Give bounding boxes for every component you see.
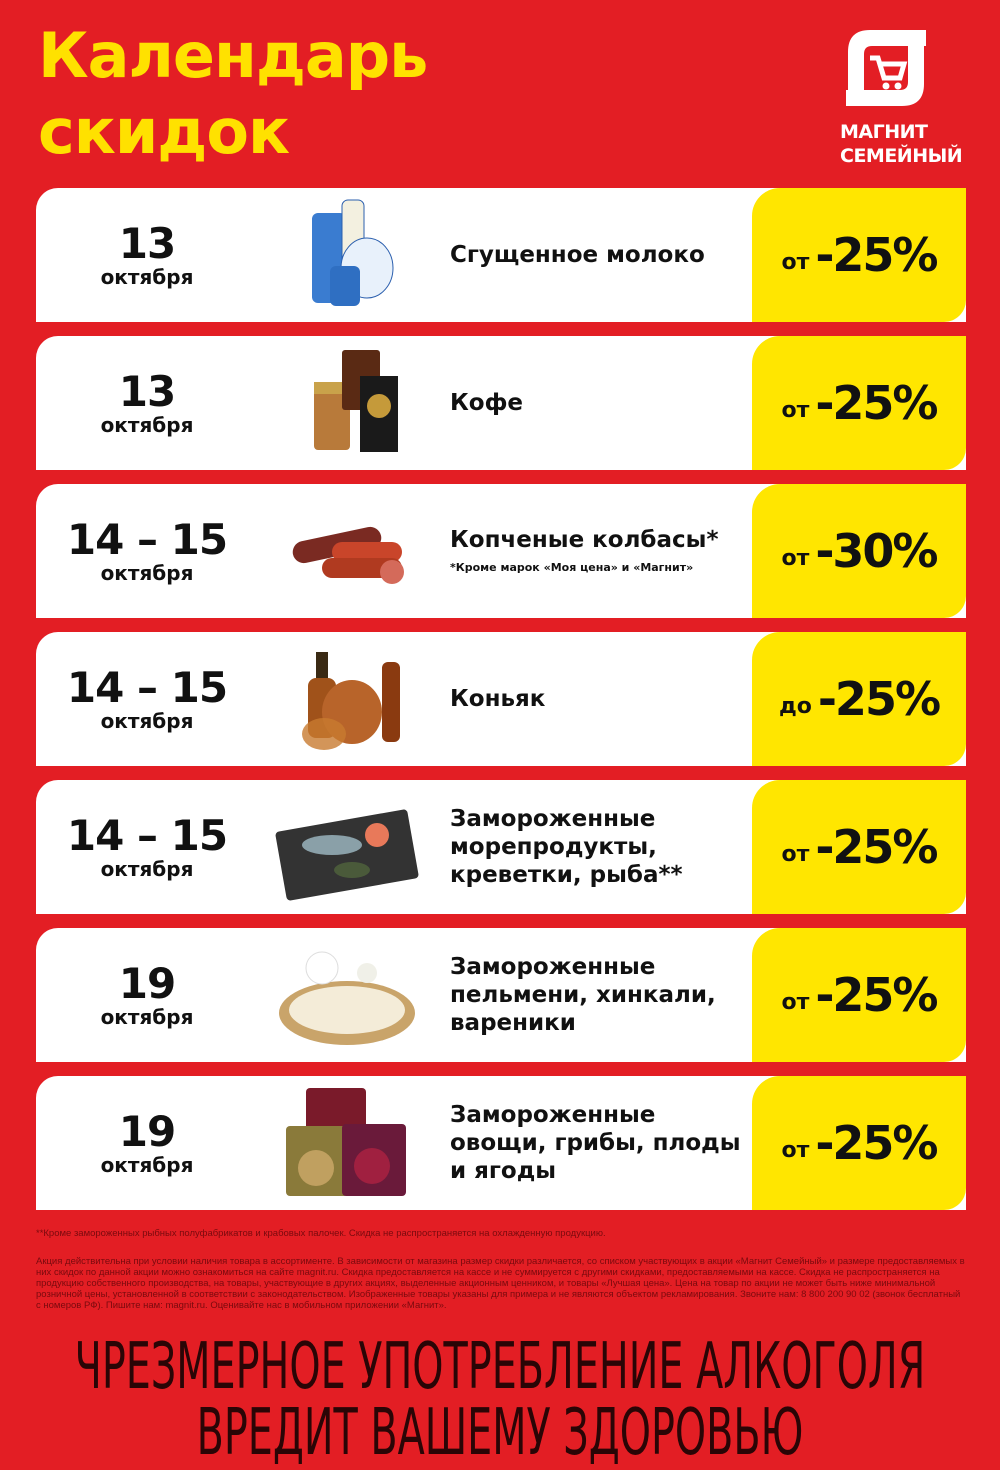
frozen-vegetables-image — [286, 1088, 406, 1196]
logo-text-1: МАГНИТ — [840, 121, 928, 143]
product-name-text: Замороженные овощи, грибы, плоды и ягоды — [450, 1102, 741, 1184]
promo-month: октября — [100, 857, 194, 881]
discount-value: -25% — [815, 376, 938, 430]
promo-month: октября — [100, 265, 194, 289]
promo-day: 14 – 15 — [66, 663, 228, 712]
title-line-2: скидок — [38, 95, 290, 168]
promo-date: 13 октября — [36, 188, 258, 322]
discount-prefix: от — [781, 545, 810, 571]
product-name-text: Коньяк — [450, 686, 546, 712]
health-warning-line-1: ЧРЕЗМЕРНОЕ УПОТРЕБЛЕНИЕ АЛКОГОЛЯ — [74, 1330, 926, 1404]
promo-date: 19 октября — [36, 928, 258, 1062]
promo-date: 19 октября — [36, 1076, 258, 1210]
discount-value: -25% — [815, 820, 938, 874]
seafood-image — [275, 809, 419, 901]
promo-day: 19 — [118, 959, 176, 1008]
cart-icon — [846, 30, 926, 106]
promo-date: 13 октября — [36, 336, 258, 470]
promo-row: 19 октября Замороженные пельмени, хинкал… — [36, 928, 966, 1062]
footnote: **Кроме замороженных рыбных полуфабрикат… — [36, 1228, 606, 1239]
promo-row: 14 – 15 октября Замороженные морепродукт… — [36, 780, 966, 914]
promo-date: 14 – 15 октября — [36, 780, 258, 914]
discount-prefix: от — [781, 249, 810, 275]
promo-date: 14 – 15 октября — [36, 632, 258, 766]
promo-month: октября — [100, 413, 194, 437]
condensed-milk-image — [312, 199, 394, 306]
discount-badge: до -25% — [752, 632, 966, 766]
promo-row: 13 октября Сгущенное молоко от -25% — [36, 188, 966, 322]
discount-badge: от -25% — [752, 780, 966, 914]
promo-day: 13 — [118, 219, 176, 268]
product-name: Замороженные овощи, грибы, плоды и ягоды — [450, 1076, 750, 1210]
coffee-image — [314, 350, 398, 452]
promo-row: 14 – 15 октября Коньяк до -25% — [36, 632, 966, 766]
promo-row: 14 – 15 октября Копченые колбасы* *Кроме… — [36, 484, 966, 618]
promo-row: 13 октября Кофе от -25% — [36, 336, 966, 470]
discount-prefix: от — [781, 841, 810, 867]
discount-value: -30% — [815, 524, 938, 578]
page-title: Календарь скидок — [38, 18, 428, 170]
product-name-text: Копченые колбасы* — [450, 527, 719, 553]
promo-day: 19 — [118, 1107, 176, 1156]
product-name: Замороженные пельмени, хинкали, вареники — [450, 928, 750, 1062]
promo-month: октября — [100, 561, 194, 585]
promo-month: октября — [100, 1153, 194, 1177]
health-warning-line-2: ВРЕДИТ ВАШЕМУ ЗДОРОВЬЮ — [196, 1396, 804, 1470]
logo-text-2: СЕМЕЙНЫЙ — [840, 145, 963, 167]
promo-month: октября — [100, 1005, 194, 1029]
product-name-text: Замороженные пельмени, хинкали, вареники — [450, 954, 716, 1036]
discount-badge: от -25% — [752, 336, 966, 470]
product-name-text: Сгущенное молоко — [450, 242, 705, 268]
sausages-image — [292, 526, 404, 584]
cognac-image — [302, 652, 400, 750]
discount-prefix: до — [778, 693, 812, 719]
product-name-text: Кофе — [450, 390, 524, 416]
dumplings-image — [279, 951, 415, 1045]
discount-prefix: от — [781, 1137, 810, 1163]
product-name: Кофе — [450, 336, 750, 470]
product-name: Копченые колбасы* *Кроме марок «Моя цена… — [450, 484, 750, 618]
promo-date: 14 – 15 октября — [36, 484, 258, 618]
promo-month: октября — [100, 709, 194, 733]
product-name-text: Замороженные морепродукты, креветки, рыб… — [450, 806, 683, 888]
discount-prefix: от — [781, 989, 810, 1015]
discount-value: -25% — [817, 672, 941, 726]
promo-row: 19 октября Замороженные овощи, грибы, пл… — [36, 1076, 966, 1210]
title-line-1: Календарь — [38, 19, 428, 92]
product-note: *Кроме марок «Моя цена» и «Магнит» — [450, 561, 694, 574]
discount-value: -25% — [815, 1116, 938, 1170]
discount-badge: от -25% — [752, 188, 966, 322]
discount-badge: от -25% — [752, 928, 966, 1062]
discount-value: -25% — [815, 968, 938, 1022]
discount-value: -25% — [815, 228, 938, 282]
promo-day: 14 – 15 — [66, 811, 228, 860]
discount-badge: от -25% — [752, 1076, 966, 1210]
discount-badge: от -30% — [752, 484, 966, 618]
promo-day: 14 – 15 — [66, 515, 228, 564]
product-name: Сгущенное молоко — [450, 188, 750, 322]
product-name: Коньяк — [450, 632, 750, 766]
discount-prefix: от — [781, 397, 810, 423]
legal-text: Акция действительна при условии наличия … — [36, 1256, 965, 1311]
product-name: Замороженные морепродукты, креветки, рыб… — [450, 780, 750, 914]
magnit-logo: МАГНИТ СЕМЕЙНЫЙ — [840, 22, 970, 168]
promo-day: 13 — [118, 367, 176, 416]
